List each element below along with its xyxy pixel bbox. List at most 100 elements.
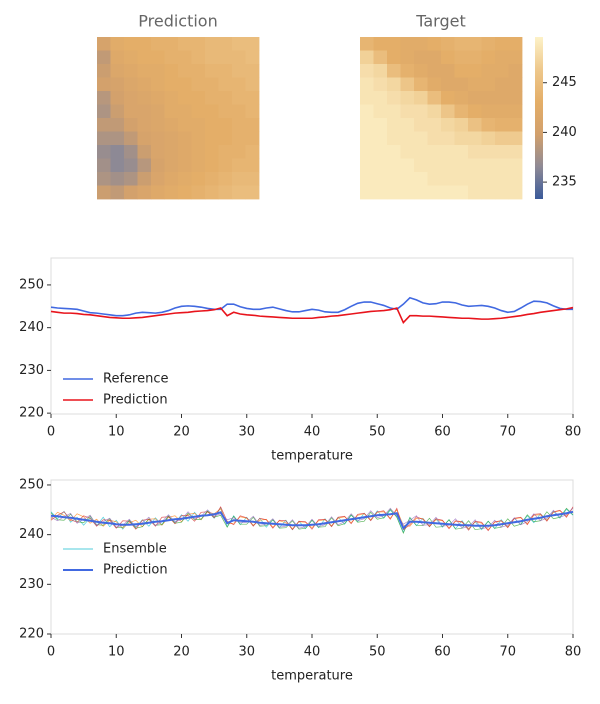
heatmap-cell [414, 118, 428, 132]
x-tick-label: 20 [173, 425, 190, 440]
heatmap-cell [191, 158, 206, 173]
heatmap-cell [441, 77, 455, 92]
heatmap-cell [468, 64, 482, 78]
heatmap-cell [124, 172, 138, 186]
heatmap-cell [97, 104, 111, 119]
heatmap-cell [454, 172, 469, 186]
heatmap-cell [232, 104, 246, 119]
heatmap-cell [110, 91, 125, 105]
heatmap-cell [400, 64, 415, 78]
heatmap-cell [508, 104, 523, 119]
heatmap-cell [468, 50, 482, 65]
heatmap-cell [387, 185, 401, 200]
heatmap-cell [245, 64, 260, 78]
heatmap-cell [124, 104, 138, 119]
heatmap-cell [110, 131, 125, 146]
y-tick-label: 240 [19, 320, 44, 335]
heatmap-cell [468, 37, 482, 51]
heatmap-cell [178, 145, 192, 159]
heatmap-cell [481, 64, 496, 78]
heatmap-cell [205, 172, 219, 186]
heatmap-cell [205, 77, 219, 92]
heatmap-cell [427, 104, 442, 119]
heatmap-cell [360, 91, 374, 105]
heatmap-cell [427, 131, 442, 146]
heatmap-cell [137, 118, 152, 132]
heatmap-cell [481, 145, 496, 159]
heatmap-cell [164, 50, 179, 65]
heatmap-cell [232, 64, 246, 78]
heatmap-cell [245, 91, 260, 105]
heatmap-cell [178, 37, 192, 51]
heatmap-cell [151, 91, 165, 105]
heatmap-cell [495, 131, 509, 146]
heatmap-cell [178, 64, 192, 78]
heatmap-cell [124, 91, 138, 105]
heatmap-cell [414, 64, 428, 78]
heatmap-cell [232, 131, 246, 146]
heatmap-cell [481, 131, 496, 146]
x-tick-label: 30 [238, 425, 255, 440]
heatmap-cell [164, 145, 179, 159]
heatmap-cell [387, 172, 401, 186]
heatmap-cell [481, 37, 496, 51]
heatmap-cell [218, 158, 233, 173]
heatmap-cell [495, 185, 509, 200]
x-tick-label: 10 [108, 425, 125, 440]
heatmap-cell [218, 131, 233, 146]
heatmap-cell [454, 64, 469, 78]
y-tick-label: 250 [19, 477, 44, 492]
heatmap-cell [481, 158, 496, 173]
heatmap-cell [427, 50, 442, 65]
heatmap-cell [373, 185, 388, 200]
heatmap-cell [414, 50, 428, 65]
heatmap-cell [360, 158, 374, 173]
heatmap-cell [495, 145, 509, 159]
heatmap-cell [151, 185, 165, 200]
prediction-line [50, 510, 574, 530]
legend-label: Prediction [103, 393, 168, 408]
heatmap-cell [137, 104, 152, 119]
heatmap-cell [245, 77, 260, 92]
x-tick-label: 10 [108, 645, 125, 660]
heatmap-cell [245, 131, 260, 146]
heatmap-cell [232, 91, 246, 105]
heatmap-cell [205, 104, 219, 119]
colorbar-tick-label: 240 [552, 125, 577, 140]
heatmap-cell [454, 185, 469, 200]
heatmap-cell [205, 64, 219, 78]
heatmap-cell [508, 64, 523, 78]
heatmap-cell [191, 77, 206, 92]
x-tick-label: 0 [47, 425, 55, 440]
heatmap-cell [495, 37, 509, 51]
heatmap-cell [164, 131, 179, 146]
heatmap-cell [360, 145, 374, 159]
heatmap-cell [205, 145, 219, 159]
heatmap-cell [468, 104, 482, 119]
heatmap-cell [454, 158, 469, 173]
heatmap-cell [191, 104, 206, 119]
heatmap-cell [137, 185, 152, 200]
heatmap-cell [137, 50, 152, 65]
heatmap-cell [508, 118, 523, 132]
heatmap-cell [124, 118, 138, 132]
heatmap-cell [481, 118, 496, 132]
y-tick-label: 230 [19, 577, 44, 592]
heatmap-cell [137, 37, 152, 51]
heatmap-cell [124, 50, 138, 65]
heatmap-cell [387, 104, 401, 119]
heatmap-cell [97, 77, 111, 92]
y-tick-label: 220 [19, 406, 44, 421]
heatmap-cell [373, 37, 388, 51]
heatmap-cell [441, 145, 455, 159]
heatmap-cell [205, 50, 219, 65]
heatmap-cell [427, 145, 442, 159]
heatmap-cell [164, 91, 179, 105]
heatmap-cell [205, 158, 219, 173]
heatmap-cell [205, 118, 219, 132]
x-tick-label: 20 [173, 645, 190, 660]
heatmap-cell [178, 185, 192, 200]
heatmap-cell [137, 131, 152, 146]
heatmap-cell [245, 118, 260, 132]
heatmap-cell [191, 118, 206, 132]
